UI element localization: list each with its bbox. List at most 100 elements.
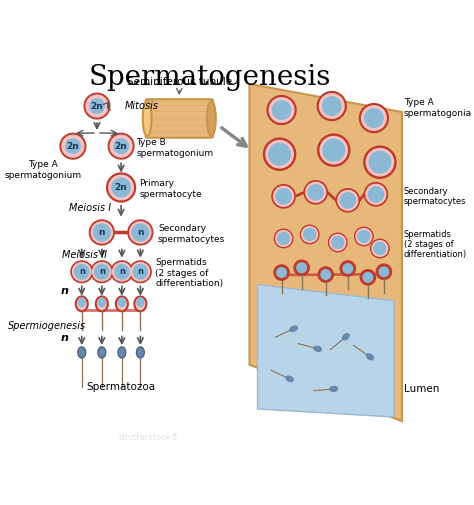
Circle shape <box>90 99 104 113</box>
Circle shape <box>340 261 356 276</box>
Text: n: n <box>60 333 68 342</box>
Circle shape <box>92 263 111 281</box>
Text: Type A
spermatogonia: Type A spermatogonia <box>404 98 472 118</box>
Text: n: n <box>137 228 144 237</box>
Circle shape <box>276 189 291 204</box>
Ellipse shape <box>314 346 321 351</box>
Text: Meiosis II: Meiosis II <box>62 249 107 260</box>
Circle shape <box>317 91 346 121</box>
Circle shape <box>91 222 112 243</box>
Text: Primary
spermatocyte: Primary spermatocyte <box>139 179 202 199</box>
Text: Mitosis: Mitosis <box>124 101 158 111</box>
Circle shape <box>359 104 388 132</box>
Text: Lumen: Lumen <box>404 384 439 394</box>
Circle shape <box>129 261 151 283</box>
Circle shape <box>368 187 383 202</box>
Text: n: n <box>119 267 125 276</box>
Ellipse shape <box>98 347 106 358</box>
Circle shape <box>109 175 133 200</box>
Text: 2n: 2n <box>115 142 128 150</box>
Ellipse shape <box>118 298 125 307</box>
Circle shape <box>332 236 344 248</box>
Circle shape <box>269 143 291 165</box>
Ellipse shape <box>76 296 88 311</box>
Circle shape <box>336 189 359 212</box>
Circle shape <box>358 230 370 242</box>
Circle shape <box>294 260 309 275</box>
Circle shape <box>297 263 307 273</box>
Text: Type B
spermatogonium: Type B spermatogonium <box>137 138 213 158</box>
Text: Spermatids
(2 stages of
differentiation): Spermatids (2 stages of differentiation) <box>404 230 467 260</box>
Circle shape <box>112 178 130 197</box>
Circle shape <box>110 135 132 157</box>
Ellipse shape <box>78 298 85 307</box>
Circle shape <box>274 229 293 247</box>
Circle shape <box>304 228 316 240</box>
Circle shape <box>330 235 346 250</box>
Circle shape <box>340 193 356 208</box>
Circle shape <box>365 109 383 127</box>
Circle shape <box>128 220 153 245</box>
Circle shape <box>308 185 323 200</box>
Circle shape <box>266 140 293 168</box>
Text: shutterstock®: shutterstock® <box>118 433 180 442</box>
Ellipse shape <box>290 326 297 331</box>
Circle shape <box>366 148 393 176</box>
Circle shape <box>364 183 388 206</box>
Text: 2n: 2n <box>91 102 103 111</box>
Circle shape <box>323 139 345 161</box>
Circle shape <box>366 184 386 204</box>
Ellipse shape <box>78 347 86 358</box>
Circle shape <box>376 264 392 279</box>
Circle shape <box>60 133 86 159</box>
Text: n: n <box>99 267 105 276</box>
Text: Spermatozoa: Spermatozoa <box>87 382 155 392</box>
Text: Spermiogenesis: Spermiogenesis <box>8 321 86 331</box>
Circle shape <box>371 239 389 258</box>
Ellipse shape <box>286 376 293 382</box>
Circle shape <box>322 97 341 115</box>
Circle shape <box>338 190 358 210</box>
Circle shape <box>369 152 391 173</box>
Circle shape <box>91 261 113 283</box>
FancyBboxPatch shape <box>146 99 213 138</box>
Polygon shape <box>257 285 394 417</box>
Text: Spermatids
(2 stages of
differentiation): Spermatids (2 stages of differentiation) <box>155 259 223 288</box>
Ellipse shape <box>143 101 152 136</box>
Circle shape <box>272 185 295 208</box>
Circle shape <box>319 94 344 118</box>
Circle shape <box>114 139 128 154</box>
Circle shape <box>318 134 350 166</box>
Circle shape <box>343 264 353 273</box>
Circle shape <box>84 93 110 119</box>
Circle shape <box>276 231 292 246</box>
Circle shape <box>130 222 151 243</box>
Circle shape <box>364 146 396 178</box>
Circle shape <box>274 265 289 280</box>
Circle shape <box>273 101 291 119</box>
Circle shape <box>306 182 326 202</box>
Circle shape <box>107 173 136 202</box>
Circle shape <box>73 263 91 281</box>
Circle shape <box>273 186 293 206</box>
Circle shape <box>320 136 347 164</box>
Ellipse shape <box>207 101 216 136</box>
Ellipse shape <box>137 347 145 358</box>
Circle shape <box>269 98 294 122</box>
Circle shape <box>360 270 375 285</box>
Ellipse shape <box>116 296 128 311</box>
Circle shape <box>302 227 318 242</box>
Circle shape <box>374 242 386 255</box>
Circle shape <box>363 273 373 282</box>
Ellipse shape <box>330 386 337 391</box>
Circle shape <box>71 261 92 283</box>
Text: Meiosis I: Meiosis I <box>69 204 111 213</box>
Circle shape <box>131 263 150 281</box>
Polygon shape <box>249 84 402 421</box>
Ellipse shape <box>343 334 349 340</box>
Ellipse shape <box>118 347 126 358</box>
Text: Type A
spermatogonium: Type A spermatogonium <box>4 160 82 180</box>
Text: n: n <box>60 286 68 295</box>
Circle shape <box>115 265 129 279</box>
Circle shape <box>278 232 290 244</box>
